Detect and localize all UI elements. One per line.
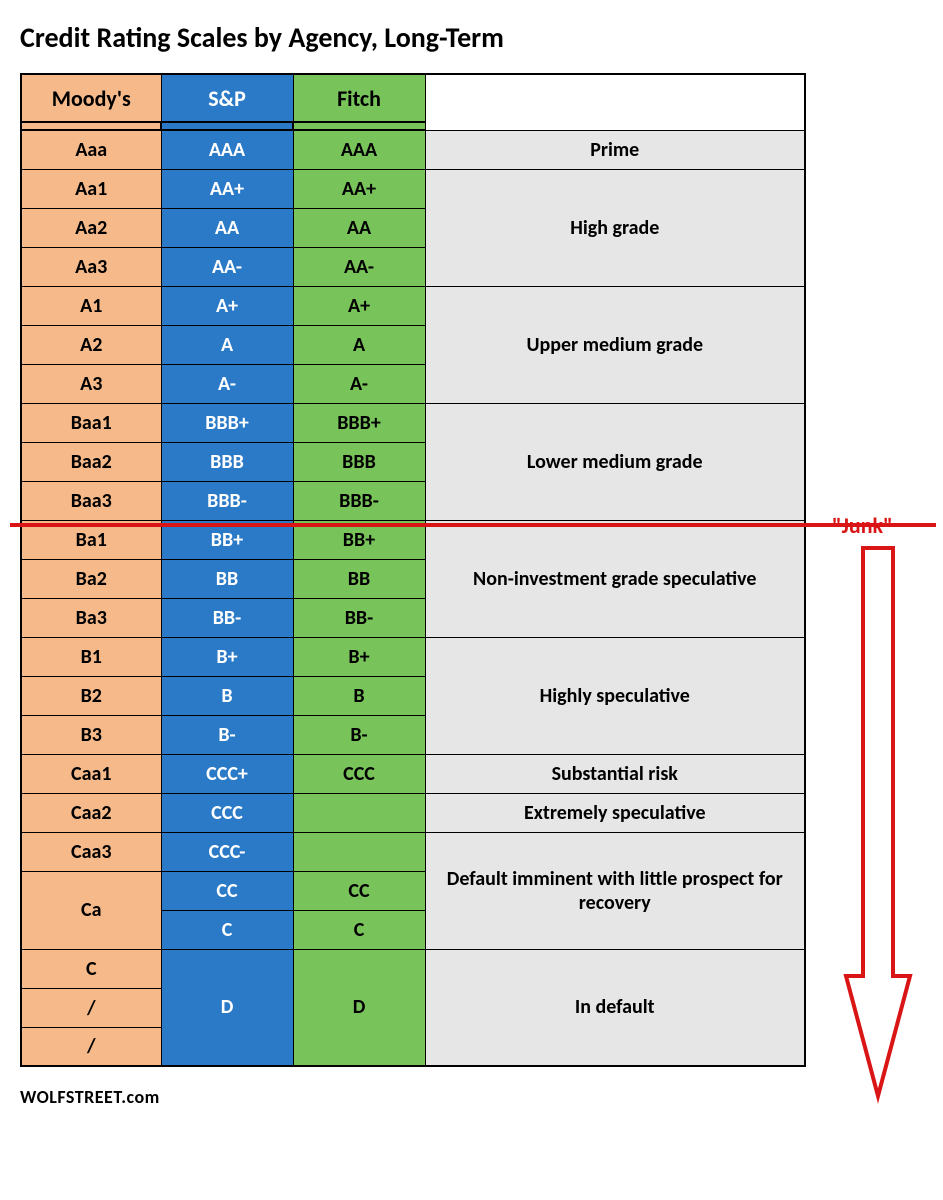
junk-label: "Junk" (832, 512, 893, 539)
cell-sp: CCC- (161, 832, 293, 871)
cell-fitch (293, 832, 425, 871)
cell-sp: BBB (161, 442, 293, 481)
cell-sp: BBB+ (161, 403, 293, 442)
header-sp: S&P (161, 74, 293, 122)
table-row: CDDIn default (21, 949, 805, 988)
junk-divider-line (10, 523, 936, 527)
table-row: Aa1AA+AA+High grade (21, 169, 805, 208)
cell-fitch: CC (293, 871, 425, 910)
cell-moody: A2 (21, 325, 161, 364)
cell-sp: BB- (161, 598, 293, 637)
cell-moody: B2 (21, 676, 161, 715)
cell-sp: BB (161, 559, 293, 598)
cell-moody: Caa3 (21, 832, 161, 871)
cell-fitch: B- (293, 715, 425, 754)
cell-fitch: AAA (293, 130, 425, 169)
cell-sp: A+ (161, 286, 293, 325)
cell-moody: Ba3 (21, 598, 161, 637)
cell-moody: Aaa (21, 130, 161, 169)
cell-moody: Caa1 (21, 754, 161, 793)
cell-fitch: A (293, 325, 425, 364)
cell-fitch: D (293, 949, 425, 1066)
ratings-table: Moody'sS&PFitchAaaAAAAAAPrimeAa1AA+AA+Hi… (20, 73, 806, 1067)
cell-moody: Aa3 (21, 247, 161, 286)
cell-fitch: CCC (293, 754, 425, 793)
table-row: A1A+A+Upper medium grade (21, 286, 805, 325)
cell-sp: B (161, 676, 293, 715)
cell-fitch: A- (293, 364, 425, 403)
cell-fitch: AA+ (293, 169, 425, 208)
table-row: Caa2CCC Extremely speculative (21, 793, 805, 832)
cell-sp: AA+ (161, 169, 293, 208)
cell-moody: Aa2 (21, 208, 161, 247)
cell-sp: AA (161, 208, 293, 247)
cell-fitch: BB- (293, 598, 425, 637)
cell-sp: CCC (161, 793, 293, 832)
cell-moody: Ca (21, 871, 161, 949)
cell-sp: D (161, 949, 293, 1066)
cell-fitch: AA- (293, 247, 425, 286)
cell-sp: BBB- (161, 481, 293, 520)
table-row: Caa1CCC+CCCSubstantial risk (21, 754, 805, 793)
cell-moody: Caa2 (21, 793, 161, 832)
cell-moody: Baa3 (21, 481, 161, 520)
cell-description: Prime (425, 130, 805, 169)
cell-fitch: B+ (293, 637, 425, 676)
cell-fitch: C (293, 910, 425, 949)
cell-moody: B1 (21, 637, 161, 676)
cell-sp: A (161, 325, 293, 364)
cell-description: In default (425, 949, 805, 1066)
cell-description: Substantial risk (425, 754, 805, 793)
gap-row (21, 122, 805, 130)
cell-sp: CC (161, 871, 293, 910)
cell-sp: B+ (161, 637, 293, 676)
cell-moody: A1 (21, 286, 161, 325)
page-title: Credit Rating Scales by Agency, Long-Ter… (20, 20, 923, 55)
cell-fitch: BB (293, 559, 425, 598)
cell-fitch: A+ (293, 286, 425, 325)
header-fitch: Fitch (293, 74, 425, 122)
cell-moody: Baa1 (21, 403, 161, 442)
table-header-row: Moody'sS&PFitch (21, 74, 805, 122)
cell-moody: / (21, 988, 161, 1027)
cell-moody: C (21, 949, 161, 988)
table-row: AaaAAAAAAPrime (21, 130, 805, 169)
table-row: B1B+B+Highly speculative (21, 637, 805, 676)
cell-moody: / (21, 1027, 161, 1066)
cell-fitch: BBB- (293, 481, 425, 520)
cell-fitch: B (293, 676, 425, 715)
cell-moody: Baa2 (21, 442, 161, 481)
cell-fitch: AA (293, 208, 425, 247)
cell-sp: B- (161, 715, 293, 754)
cell-sp: A- (161, 364, 293, 403)
footer-attribution: WOLFSTREET.com (20, 1086, 923, 1108)
cell-fitch: BBB+ (293, 403, 425, 442)
cell-sp: C (161, 910, 293, 949)
header-moody: Moody's (21, 74, 161, 122)
cell-fitch: BBB (293, 442, 425, 481)
cell-description: Upper medium grade (425, 286, 805, 403)
cell-moody: Ba2 (21, 559, 161, 598)
cell-description: Extremely speculative (425, 793, 805, 832)
cell-description: High grade (425, 169, 805, 286)
cell-sp: CCC+ (161, 754, 293, 793)
cell-moody: B3 (21, 715, 161, 754)
table-row: Caa3CCC-Default imminent with little pro… (21, 832, 805, 871)
cell-moody: Aa1 (21, 169, 161, 208)
table-row: Baa1BBB+BBB+Lower medium grade (21, 403, 805, 442)
cell-moody: A3 (21, 364, 161, 403)
cell-sp: AA- (161, 247, 293, 286)
cell-description: Non-investment grade speculative (425, 520, 805, 637)
cell-description: Default imminent with little prospect fo… (425, 832, 805, 949)
cell-description: Lower medium grade (425, 403, 805, 520)
junk-arrow-icon (842, 546, 914, 1104)
cell-fitch (293, 793, 425, 832)
ratings-table-wrap: Moody'sS&PFitchAaaAAAAAAPrimeAa1AA+AA+Hi… (20, 73, 806, 1067)
cell-description: Highly speculative (425, 637, 805, 754)
cell-sp: AAA (161, 130, 293, 169)
